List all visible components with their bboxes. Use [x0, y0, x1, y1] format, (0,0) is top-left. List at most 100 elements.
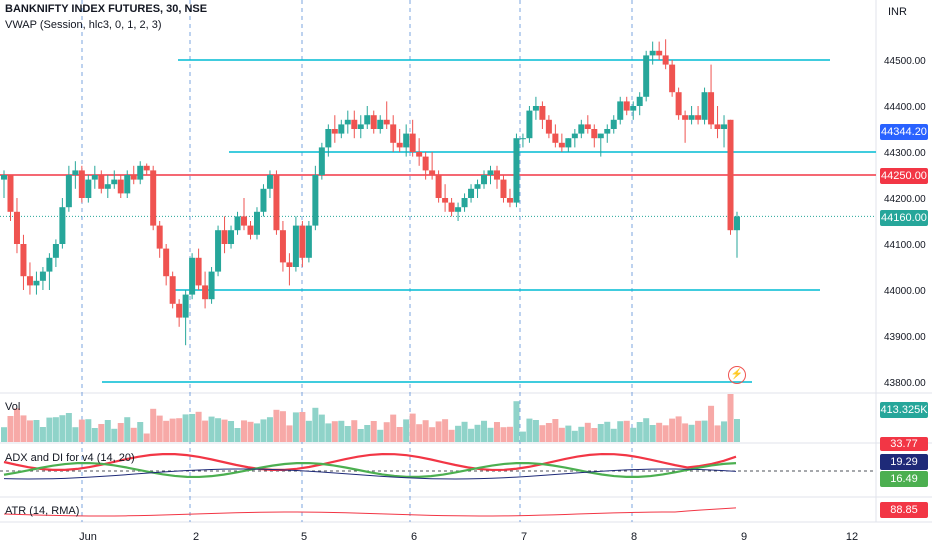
candle-body: [435, 175, 442, 198]
candle-body: [513, 138, 520, 203]
candle-body: [429, 170, 436, 175]
volume-bar: [377, 429, 384, 442]
candle-body: [65, 175, 72, 208]
volume-bar: [610, 428, 617, 442]
volume-bar: [156, 415, 163, 442]
candle-body: [448, 202, 455, 212]
volume-bar: [182, 414, 189, 442]
volume-bar: [91, 428, 98, 442]
volume-bar: [253, 423, 260, 442]
candle-body: [124, 175, 131, 194]
candle-body: [493, 170, 500, 180]
candle-body: [403, 133, 410, 148]
volume-bar: [695, 420, 702, 442]
volume-bar: [176, 418, 183, 442]
candle-body: [331, 129, 338, 134]
candle-body: [727, 119, 734, 231]
volume-bar: [396, 427, 403, 442]
atr-line: [3, 507, 737, 517]
candle-body: [370, 115, 377, 129]
volume-bar: [390, 414, 397, 442]
volume-bar: [617, 421, 624, 442]
volume-bar: [669, 418, 676, 442]
volume-bar: [344, 426, 351, 442]
volume-bar: [279, 411, 286, 442]
volume-bar: [104, 420, 111, 442]
candle-body: [630, 106, 637, 111]
volume-bar: [46, 417, 53, 442]
volume-bar: [487, 427, 494, 442]
volume-bar: [513, 401, 520, 442]
volume-bar: [591, 428, 598, 442]
time-axis[interactable]: Jun 2 5 6 7 8 9 12: [79, 531, 858, 543]
candle-body: [137, 165, 144, 180]
candle-body: [20, 244, 27, 277]
volume-bar: [565, 425, 572, 442]
volume-bar: [169, 418, 176, 442]
volume-bar: [357, 429, 364, 442]
candle-body: [202, 285, 209, 300]
volume-bar: [597, 424, 604, 442]
volume-bar: [273, 409, 280, 442]
candle-body: [39, 271, 46, 281]
adx-pane: [0, 452, 876, 480]
candle-body: [208, 271, 215, 300]
candle-body: [189, 257, 196, 295]
candle-body: [150, 170, 157, 226]
currency-label: INR: [888, 6, 907, 18]
candle-body: [734, 216, 740, 231]
volume-bar: [98, 424, 105, 442]
volume-bar: [202, 420, 209, 442]
volume-bar: [124, 417, 131, 442]
volume-bar: [286, 425, 293, 442]
price-axis[interactable]: 44500.00 44400.00 44300.00 44200.00 44100.00…: [884, 56, 926, 389]
candle-body: [526, 110, 533, 139]
candle-body: [156, 225, 163, 249]
candle-body: [377, 119, 384, 129]
time-tick: 7: [521, 531, 527, 543]
time-tick: 8: [631, 531, 637, 543]
atr-badge: 88.85: [880, 502, 928, 518]
vwap-legend[interactable]: VWAP (Session, hlc3, 0, 1, 2, 3): [5, 19, 162, 31]
volume-bar: [364, 425, 371, 442]
volume-pane-label[interactable]: Vol: [5, 401, 21, 413]
volume-bar: [228, 421, 235, 442]
candle-body: [500, 179, 507, 198]
volume-bar: [630, 427, 637, 442]
candle-body: [279, 230, 286, 263]
volume-bar: [468, 428, 475, 442]
candle-body: [390, 124, 397, 143]
time-tick: 9: [741, 531, 747, 543]
price-tick: 43800.00: [884, 378, 926, 389]
atr-pane-label[interactable]: ATR (14, RMA): [5, 505, 80, 517]
candle-body: [468, 188, 475, 198]
volume-bar: [734, 419, 740, 442]
candle-body: [481, 175, 488, 185]
volume-bar: [435, 421, 442, 442]
volume-bar: [370, 421, 377, 442]
candle-body: [26, 276, 33, 286]
price-tick: 44100.00: [884, 240, 926, 251]
candle-body: [636, 96, 643, 106]
flash-icon[interactable]: ⚡: [728, 366, 746, 384]
candle-body: [565, 138, 572, 148]
price-tick: 44200.00: [884, 194, 926, 205]
candle-body: [273, 175, 280, 231]
horizontal-levels[interactable]: [0, 59, 876, 383]
candle-body: [688, 115, 695, 120]
candle-body: [33, 280, 40, 286]
candle-body: [597, 133, 604, 139]
adx-pane-label[interactable]: ADX and DI for v4 (14, 20): [5, 452, 135, 464]
volume-bar: [506, 426, 513, 442]
price-tick: 43900.00: [884, 332, 926, 343]
candle-body: [506, 198, 513, 203]
candle-body: [292, 225, 299, 267]
candle-body: [461, 198, 468, 208]
candle-body: [532, 106, 539, 111]
volume-bar: [150, 408, 157, 442]
volume-bar: [78, 419, 85, 442]
adx-red-badge: 33.77: [880, 437, 928, 451]
candle-body: [72, 170, 79, 175]
volume-bar: [59, 415, 66, 442]
